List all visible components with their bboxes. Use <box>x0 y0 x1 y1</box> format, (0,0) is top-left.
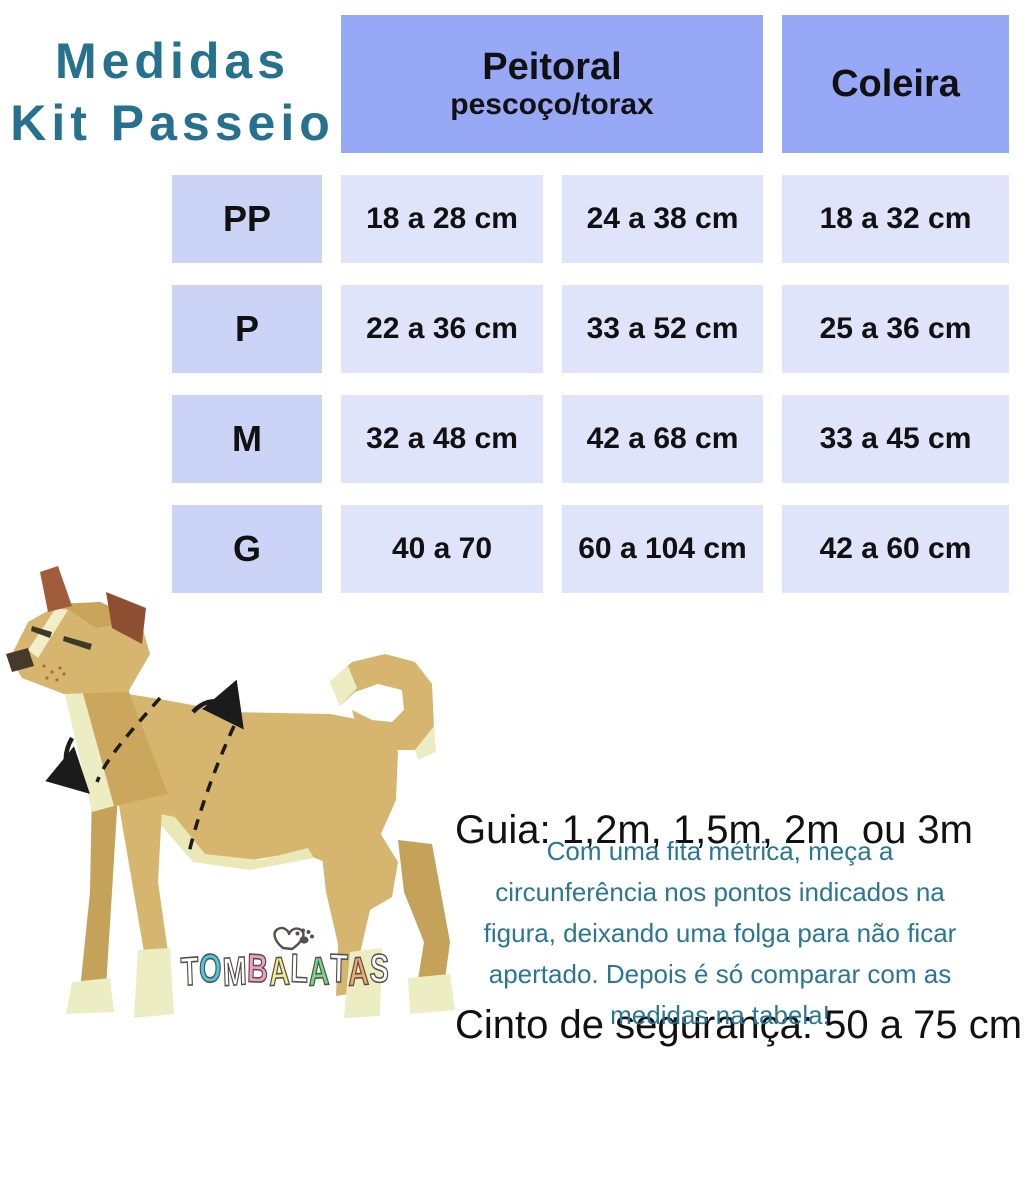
note-line-1: Com uma fita métrica, meça a <box>546 836 894 866</box>
page-title: Medidas Kit Passeio <box>0 30 345 154</box>
dog-tail <box>330 654 434 750</box>
chest-measure-arrow-icon <box>191 679 244 730</box>
collar-measure-arrow-icon <box>45 736 90 794</box>
header-empty-cell <box>172 15 322 153</box>
pp-peitoral-pescoco: 18 a 28 cm <box>341 175 543 263</box>
pp-coleira: 18 a 32 cm <box>782 175 1009 263</box>
size-label-p: P <box>172 285 322 373</box>
m-peitoral-pescoco: 32 a 48 cm <box>341 395 543 483</box>
logo-letter: B <box>246 946 270 992</box>
g-peitoral-pescoco: 40 a 70 <box>341 505 543 593</box>
header-peitoral-subtitle: pescoço/torax <box>450 88 654 121</box>
dog-far-front-paw <box>66 978 114 1014</box>
m-peitoral-torax: 42 a 68 cm <box>562 395 763 483</box>
chest-measure-dashed-line <box>186 725 236 858</box>
dog-nose <box>6 648 34 672</box>
page-title-line1: Medidas <box>54 33 291 89</box>
dog-muzzle-dots <box>42 664 66 682</box>
size-label-pp: PP <box>172 175 322 263</box>
m-coleira: 33 a 45 cm <box>782 395 1009 483</box>
dog-far-hind-paw <box>408 974 455 1014</box>
note-line-4: apertado. Depois é só comparar com as <box>488 959 952 989</box>
brand-logo: T O M B A L A T A S <box>179 926 391 998</box>
note-line-5: medidas na tabela! <box>610 1000 830 1030</box>
logo-letter: O <box>198 946 224 992</box>
dog-tail-cream-inner <box>415 726 436 760</box>
size-label-m: M <box>172 395 322 483</box>
size-label-g: G <box>172 505 322 593</box>
dog-belly-cream <box>134 810 314 870</box>
note-line-3: figura, deixando uma folga para não fica… <box>483 918 957 948</box>
header-coleira: Coleira <box>782 15 1009 153</box>
logo-letter: M <box>221 948 249 995</box>
logo-letter: T <box>179 949 201 996</box>
brand-logo-text: T O M B A L A T A S <box>179 946 391 996</box>
logo-letter: T <box>329 946 350 992</box>
p-coleira: 25 a 36 cm <box>782 285 1009 373</box>
header-peitoral-title: Peitoral <box>482 46 622 88</box>
dog-far-front-leg <box>80 787 118 990</box>
logo-letter: L <box>289 946 310 992</box>
logo-letter: S <box>369 946 391 992</box>
page-title-line2: Kit Passeio <box>10 95 335 151</box>
g-coleira: 42 a 60 cm <box>782 505 1009 593</box>
guia-line: Guia: 1,2m, 1,5m, 2m ou 3m <box>455 808 973 852</box>
logo-letter: A <box>347 949 372 996</box>
heart-paw-icon <box>273 926 314 951</box>
header-coleira-label: Coleira <box>831 63 960 105</box>
p-peitoral-pescoco: 22 a 36 cm <box>341 285 543 373</box>
pp-peitoral-torax: 24 a 38 cm <box>562 175 763 263</box>
dog-left-ear <box>40 566 72 612</box>
dog-tail-cream-tip <box>330 666 357 706</box>
p-peitoral-torax: 33 a 52 cm <box>562 285 763 373</box>
size-table: Peitoral pescoço/torax Coleira PP 18 a 2… <box>172 15 1010 593</box>
dog-illustration <box>6 566 455 1018</box>
dog-near-hind-paw <box>344 948 382 1018</box>
measuring-instructions: Com uma fita métrica, meça a circunferên… <box>420 831 1020 1036</box>
dog-right-ear <box>106 592 146 644</box>
dog-near-front-paw <box>134 948 174 1018</box>
note-line-2: circunferência nos pontos indicados na <box>495 877 945 907</box>
logo-letter: A <box>307 949 332 996</box>
dog-right-eye <box>63 636 92 650</box>
logo-letter: A <box>267 949 292 996</box>
header-peitoral: Peitoral pescoço/torax <box>341 15 763 153</box>
dog-left-eye <box>31 626 52 638</box>
infographic-canvas: Medidas Kit Passeio Peitoral pescoço/tor… <box>0 15 1023 1047</box>
g-peitoral-torax: 60 a 104 cm <box>562 505 763 593</box>
dog-near-hind-leg <box>318 820 398 996</box>
dog-far-hind-leg <box>398 840 450 1004</box>
